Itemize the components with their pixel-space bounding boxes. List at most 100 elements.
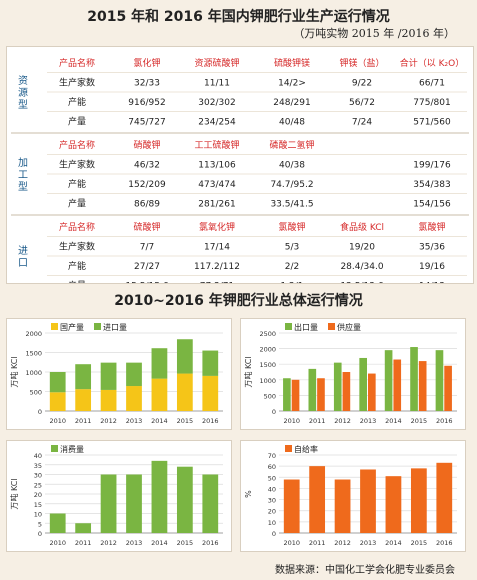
y-tick-label: 40 [268, 485, 276, 493]
unit-note: （万吨实物 2015 年 /2016 年） [293, 27, 455, 40]
chart-domestic-import: 0 500 1000 1500 2000 万吨 KCl 2010 2011 2012 2013 20… [9, 322, 223, 425]
y-tick-label: 0 [272, 530, 276, 538]
table-cell: 7/24 [352, 118, 372, 128]
bar-出口量 [384, 350, 393, 411]
bar-供应量 [393, 359, 402, 411]
table-cell: 28.4/34.0 [340, 262, 383, 272]
x-tick-label: 2016 [202, 417, 219, 425]
x-tick-label: 2011 [309, 539, 326, 547]
table-header-cell: 硫酸钾 [133, 221, 160, 233]
table-cell: 354/383 [413, 180, 450, 190]
x-tick-label: 2013 [126, 417, 143, 425]
section-label-char: 型 [18, 98, 28, 111]
table-cell: 9/22 [352, 79, 372, 89]
legend-label: 自给率 [294, 444, 318, 454]
x-tick-label: 2012 [334, 417, 351, 425]
table-cell: 11/11 [204, 79, 230, 89]
table-cell: 5/3 [285, 243, 299, 253]
x-tick-label: 2010 [283, 417, 300, 425]
section-label-char: 工 [18, 170, 28, 181]
y-tick-label: 1500 [25, 350, 42, 358]
table-cell: 12.5/13.6 [340, 282, 383, 284]
bar-出口量 [333, 362, 342, 411]
x-tick-label: 2012 [334, 539, 351, 547]
production-table-svg: 产品名称 氯化钾 资源硫酸钾 硫酸钾镁 钾镁（盐） 合计（以 K₂O）生产家数 32/33 1… [11, 57, 469, 292]
bar-国产量 [49, 392, 66, 411]
chart-export-supply: 0 500 1000 1500 2000 2500 万吨 KCl 2010 2011 2012 20… [243, 322, 457, 425]
y-tick-label: 500 [264, 392, 276, 400]
bar-消费量 [49, 513, 66, 533]
bar-自给率 [334, 479, 351, 533]
legend-label: 供应量 [337, 322, 361, 332]
section-label-char: 资 [18, 75, 28, 87]
x-tick-label: 2014 [151, 417, 168, 425]
bar-消费量 [100, 474, 117, 533]
bar-国产量 [75, 389, 92, 411]
section-label-char: 加 [18, 157, 28, 169]
table-header-cell: 硝酸钾 [133, 139, 160, 151]
bar-进口量 [176, 339, 193, 374]
x-tick-label: 2016 [436, 417, 453, 425]
table-header-cell: 产品名称 [59, 221, 95, 233]
y-tick-label: 10 [34, 511, 42, 519]
bar-自给率 [385, 476, 402, 533]
table-cell: 234/254 [198, 118, 236, 128]
bar-进口量 [75, 364, 92, 390]
x-tick-label: 2015 [411, 417, 428, 425]
bar-出口量 [359, 357, 367, 411]
table-cell: 32/33 [134, 79, 160, 89]
table-cell: 19/16 [419, 262, 445, 272]
y-tick-label: 70 [268, 452, 276, 460]
bar-供应量 [444, 365, 452, 411]
table-header-cell: 氯酸钾 [418, 221, 445, 233]
y-tick-label: 1000 [259, 377, 276, 385]
table-header-cell: 合计（以 K₂O） [400, 57, 464, 69]
y-tick-label: 15 [34, 501, 42, 509]
bar-进口量 [100, 362, 117, 390]
table-cell: 19/20 [349, 243, 375, 253]
bar-国产量 [151, 378, 168, 411]
table-header-cell: 氯化钾 [133, 57, 160, 69]
table-cell: 46/32 [134, 161, 160, 171]
table-row-label: 生产家数 [59, 159, 95, 171]
table-cell: 33.5/41.5 [270, 200, 313, 210]
table-cell: 14/13 [419, 282, 445, 284]
x-tick-label: 2014 [385, 417, 402, 425]
table-cell: 77.3/71 [200, 282, 235, 284]
bar-消费量 [75, 523, 92, 533]
bar-自给率 [360, 469, 376, 533]
page-title: 2015 年和 2016 年国内钾肥行业生产运行情况 [87, 9, 390, 25]
x-tick-label: 2013 [360, 539, 377, 547]
bar-供应量 [342, 372, 351, 411]
table-header-cell: 资源硫酸钾 [194, 57, 239, 69]
bar-进口量 [151, 348, 168, 379]
x-tick-label: 2010 [49, 539, 66, 547]
table-row-label: 产能 [68, 178, 86, 190]
bar-自给率 [410, 468, 427, 533]
y-tick-label: 25 [34, 481, 42, 489]
table-cell: 14/2> [278, 79, 306, 89]
section-label-char: 型 [18, 180, 28, 193]
bar-供应量 [317, 378, 325, 411]
legend-label: 消费量 [60, 444, 84, 454]
table-cell: 473/474 [198, 180, 236, 190]
table-cell: 248/291 [273, 98, 310, 108]
x-tick-label: 2015 [177, 539, 194, 547]
table-header-cell: 氯氧化钾 [199, 221, 235, 233]
table-cell: 66/71 [419, 79, 445, 89]
y-tick-label: 20 [268, 508, 276, 516]
table-cell: 745/727 [128, 118, 165, 128]
table-row-label: 产量 [68, 198, 86, 210]
table-header-cell: 工工硫酸钾 [194, 139, 239, 151]
table-header-cell: 产品名称 [59, 57, 95, 69]
table-header-cell: 磷酸二氢钾 [269, 139, 314, 151]
section-label-char: 口 [18, 258, 28, 269]
table-cell: 199/176 [413, 161, 451, 171]
y-tick-label: 1000 [25, 369, 42, 377]
table-cell: 40/48 [279, 118, 305, 128]
y-tick-label: 0 [38, 530, 42, 538]
x-tick-label: 2014 [151, 539, 168, 547]
y-tick-label: 2500 [259, 330, 276, 338]
legend-swatch [285, 323, 292, 330]
table-header-cell: 产品名称 [59, 139, 95, 151]
